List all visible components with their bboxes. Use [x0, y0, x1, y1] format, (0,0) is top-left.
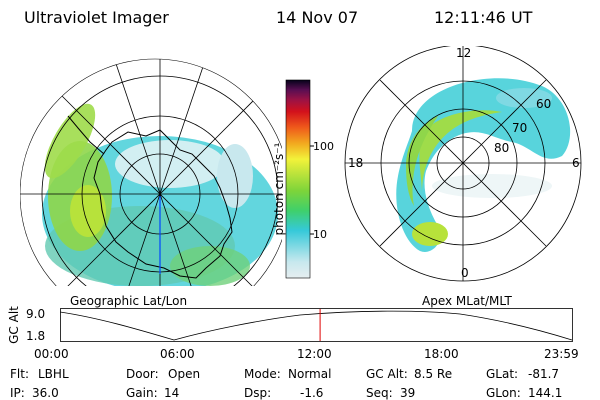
- timeline-xtick-2359: 23:59: [544, 347, 579, 361]
- filter-label: Flt:: [10, 367, 29, 381]
- image-time: 12:11:46 UT: [434, 8, 533, 27]
- ip-label: IP:: [10, 386, 25, 400]
- seq-value: 39: [400, 386, 416, 400]
- app-title: Ultraviolet Imager: [24, 8, 169, 27]
- mode-value: Normal: [288, 367, 332, 381]
- timeline-ylabel: GC Alt: [7, 306, 21, 344]
- gcalt-value: 8.5 Re: [414, 367, 453, 381]
- colorbar: [285, 79, 314, 279]
- magnetic-map: [344, 46, 582, 282]
- filter-value: LBHL: [38, 367, 69, 381]
- mlat-label-60: 60: [536, 97, 552, 111]
- glon-value: 144.1: [528, 386, 563, 400]
- mlat-label-80: 80: [494, 141, 510, 155]
- ip-value: 36.0: [32, 386, 59, 400]
- geographic-map: [20, 58, 282, 286]
- timeline-xtick-0600: 06:00: [160, 347, 195, 361]
- continent-outline-icon: [93, 129, 233, 279]
- timeline-plot: [60, 308, 573, 342]
- mlt-label-12: 12: [456, 46, 472, 60]
- glat-value: -81.7: [528, 367, 560, 381]
- mlt-label-0: 0: [461, 266, 469, 280]
- mode-label: Mode:: [244, 367, 281, 381]
- mlat-grid: [345, 46, 581, 281]
- image-date: 14 Nov 07: [276, 8, 359, 27]
- timeline-ytick-top: 9.0: [26, 307, 46, 321]
- timeline-xtick-1800: 18:00: [424, 347, 459, 361]
- mlat-label-70: 70: [512, 121, 528, 135]
- dsp-label: Dsp:: [244, 386, 272, 400]
- mlt-label-6: 6: [572, 156, 580, 170]
- auroral-oval: [396, 78, 571, 252]
- timeline-xtick-1200: 12:00: [297, 347, 332, 361]
- mlt-label-18: 18: [348, 156, 364, 170]
- geographic-map-label: Geographic Lat/Lon: [70, 294, 188, 308]
- gain-label: Gain:: [126, 386, 158, 400]
- colorbar-tick-10: 10: [313, 228, 327, 241]
- glat-label: GLat:: [486, 367, 519, 381]
- colorbar-label: photon cm⁻²s⁻¹: [272, 142, 286, 236]
- door-value: Open: [168, 367, 201, 381]
- dsp-value: -1.6: [300, 386, 324, 400]
- timeline-xtick-0000: 00:00: [34, 347, 69, 361]
- glon-label: GLon:: [486, 386, 521, 400]
- gcalt-label: GC Alt:: [366, 367, 408, 381]
- door-label: Door:: [126, 367, 159, 381]
- colorbar-tick-100: 100: [313, 140, 334, 153]
- timeline-ytick-bottom: 1.8: [26, 329, 46, 343]
- seq-label: Seq:: [366, 386, 393, 400]
- gain-value: 14: [164, 386, 180, 400]
- magnetic-map-label: Apex MLat/MLT: [422, 294, 512, 308]
